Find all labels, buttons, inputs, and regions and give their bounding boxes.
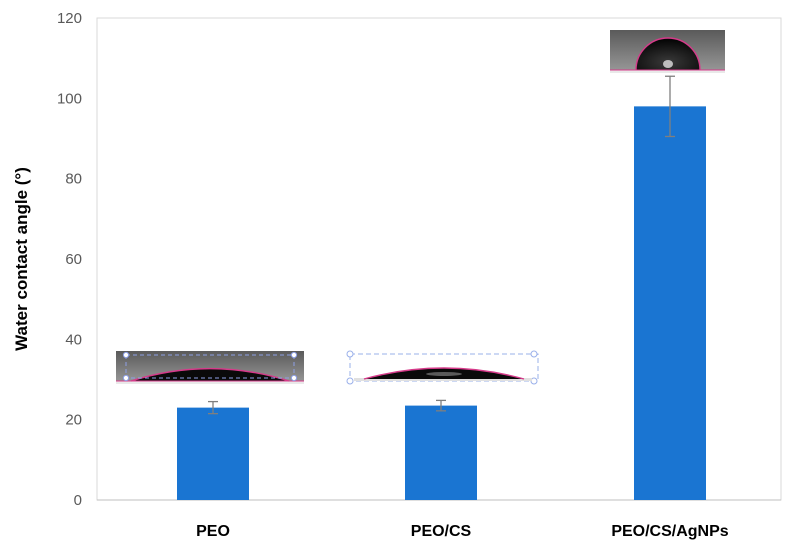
x-category-labels: PEO PEO/CS PEO/CS/AgNPs (196, 523, 729, 540)
droplet-photo-flat (116, 351, 304, 384)
y-tick-label: 120 (57, 10, 82, 27)
bars (177, 106, 706, 500)
error-bar (665, 75, 675, 138)
y-tick-label: 40 (65, 331, 82, 348)
x-category-label: PEO/CS/AgNPs (611, 523, 728, 540)
y-tick-label: 80 (65, 171, 82, 188)
y-tick-label: 60 (65, 251, 82, 268)
droplet-images (116, 30, 725, 385)
y-tick-label: 0 (74, 492, 82, 509)
error-bars (208, 75, 675, 415)
bar (634, 106, 706, 500)
y-tick-labels: 0 20 40 60 80 100 120 (57, 10, 82, 509)
error-bar (436, 399, 446, 412)
droplet-photo-round (610, 30, 725, 73)
x-category-label: PEO/CS (411, 523, 472, 540)
y-tick-label: 100 (57, 90, 82, 107)
y-tick-label: 20 (65, 412, 82, 429)
bar (405, 405, 477, 500)
bar (177, 407, 249, 500)
y-axis-title: Water contact angle (°) (12, 167, 31, 351)
error-bar (208, 400, 218, 415)
x-category-label: PEO (196, 523, 230, 540)
droplet-photo-flat (346, 350, 539, 385)
